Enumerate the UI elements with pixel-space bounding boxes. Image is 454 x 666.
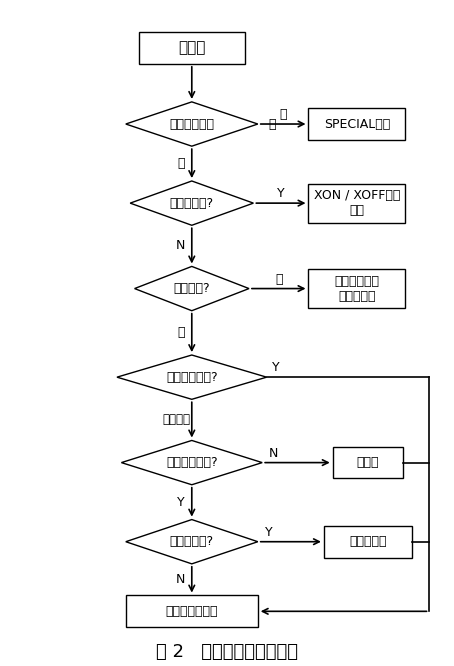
Text: 无: 无 [177,157,184,170]
Polygon shape [130,181,253,225]
Text: XON / XOFF流控
处理: XON / XOFF流控 处理 [314,189,400,217]
Text: 图 2   收数据的程序流程图: 图 2 收数据的程序流程图 [156,643,298,661]
Text: 有空间否?: 有空间否? [173,282,210,295]
FancyBboxPatch shape [324,526,412,557]
Text: 有: 有 [268,117,276,131]
Polygon shape [126,519,258,564]
Text: 空间余度够吗?: 空间余度够吗? [166,371,217,384]
Text: 溢出不存且溢
出计数累加: 溢出不存且溢 出计数累加 [334,274,380,302]
Text: 发流控: 发流控 [356,456,379,469]
Polygon shape [134,266,249,311]
Text: N: N [176,239,186,252]
Polygon shape [121,440,262,485]
Polygon shape [126,102,258,146]
FancyBboxPatch shape [308,108,405,140]
Text: 硬流控处理: 硬流控处理 [349,535,387,548]
Text: 有硬流控吗?: 有硬流控吗? [170,535,214,548]
Text: N: N [176,573,186,586]
Text: 有: 有 [177,326,184,340]
FancyBboxPatch shape [126,595,258,627]
FancyBboxPatch shape [308,269,405,308]
Text: SPECIAL处理: SPECIAL处理 [324,117,390,131]
Text: 有软流控否?: 有软流控否? [170,196,214,210]
Text: 立即接收并处理: 立即接收并处理 [166,605,218,618]
Text: 已发过流控吗?: 已发过流控吗? [166,456,217,469]
Text: 有: 有 [279,108,287,121]
FancyBboxPatch shape [139,32,245,64]
Text: Y: Y [277,187,285,200]
FancyBboxPatch shape [333,447,403,478]
Text: Y: Y [271,361,279,374]
Text: Y: Y [177,496,185,509]
FancyBboxPatch shape [308,184,405,222]
Text: 无: 无 [275,272,282,286]
Text: 检查是否有错: 检查是否有错 [169,117,214,131]
Text: N: N [268,447,278,460]
Text: 高于水位: 高于水位 [163,414,190,426]
Text: Y: Y [265,525,272,539]
Text: 收数据: 收数据 [178,41,206,55]
Polygon shape [117,355,266,400]
